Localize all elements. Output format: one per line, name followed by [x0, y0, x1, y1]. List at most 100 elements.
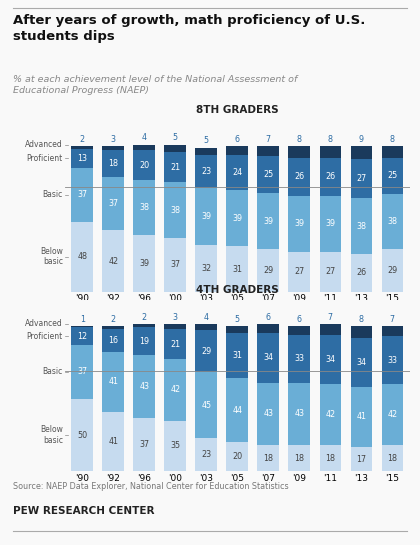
- Text: 20: 20: [232, 452, 242, 462]
- Text: 43: 43: [139, 382, 149, 391]
- Bar: [382, 158, 403, 194]
- Bar: [351, 447, 372, 471]
- Bar: [102, 352, 124, 412]
- Bar: [134, 144, 155, 150]
- Text: 8: 8: [390, 135, 395, 144]
- Text: Below
basic: Below basic: [40, 247, 63, 267]
- Text: 29: 29: [387, 266, 398, 275]
- Text: Proficient: Proficient: [27, 331, 63, 341]
- Bar: [71, 149, 93, 168]
- Text: 39: 39: [139, 259, 149, 268]
- Bar: [257, 445, 279, 471]
- Bar: [320, 146, 341, 158]
- Bar: [226, 155, 248, 190]
- Bar: [289, 196, 310, 252]
- Bar: [164, 144, 186, 152]
- Text: 12: 12: [77, 331, 87, 341]
- Bar: [195, 245, 217, 292]
- Text: 9: 9: [359, 135, 364, 144]
- Text: 37: 37: [108, 199, 118, 208]
- Bar: [257, 383, 279, 445]
- Text: 41: 41: [108, 378, 118, 386]
- Text: 42: 42: [387, 410, 397, 419]
- Bar: [257, 192, 279, 250]
- Text: 27: 27: [325, 268, 336, 276]
- Bar: [226, 443, 248, 471]
- Text: 37: 37: [139, 440, 149, 449]
- Text: 44: 44: [232, 406, 242, 415]
- Text: Proficient: Proficient: [27, 154, 63, 163]
- Text: 2: 2: [110, 315, 116, 324]
- Bar: [289, 445, 310, 471]
- Text: Source: NAEP Data Explorer, National Center for Education Statistics: Source: NAEP Data Explorer, National Cen…: [13, 482, 288, 492]
- Bar: [164, 359, 186, 421]
- Text: 4: 4: [142, 134, 147, 142]
- Text: 3: 3: [111, 135, 116, 144]
- Text: PEW RESEARCH CENTER: PEW RESEARCH CENTER: [13, 506, 154, 516]
- Text: Advanced: Advanced: [25, 319, 63, 328]
- Bar: [195, 330, 217, 372]
- Text: 35: 35: [170, 441, 180, 451]
- Text: 39: 39: [201, 212, 211, 221]
- Bar: [320, 196, 341, 252]
- Text: 34: 34: [326, 355, 336, 364]
- Text: 5: 5: [204, 136, 209, 146]
- Text: 33: 33: [387, 356, 397, 365]
- Text: 39: 39: [232, 214, 242, 222]
- Text: 7: 7: [328, 313, 333, 322]
- Bar: [320, 445, 341, 471]
- Bar: [195, 324, 217, 330]
- Bar: [71, 399, 93, 471]
- Text: 2: 2: [142, 313, 147, 322]
- Text: 23: 23: [201, 167, 211, 176]
- Text: 38: 38: [170, 205, 180, 215]
- Text: 7: 7: [266, 135, 271, 144]
- Bar: [320, 158, 341, 196]
- Bar: [289, 335, 310, 383]
- Text: 26: 26: [294, 172, 304, 181]
- Bar: [289, 383, 310, 445]
- Text: 5: 5: [173, 134, 178, 142]
- Bar: [382, 146, 403, 158]
- Bar: [226, 146, 248, 155]
- Bar: [289, 252, 310, 292]
- Bar: [164, 324, 186, 329]
- Bar: [320, 335, 341, 384]
- Text: 27: 27: [356, 174, 367, 183]
- Bar: [320, 384, 341, 445]
- Text: 18: 18: [294, 454, 304, 463]
- Text: 39: 39: [294, 220, 304, 228]
- Text: Below
basic: Below basic: [40, 425, 63, 445]
- Bar: [71, 328, 93, 345]
- Bar: [134, 355, 155, 417]
- Bar: [351, 387, 372, 447]
- Text: 42: 42: [108, 257, 118, 265]
- Text: 18: 18: [263, 454, 273, 463]
- Bar: [102, 329, 124, 352]
- Text: 21: 21: [170, 163, 180, 172]
- Bar: [71, 326, 93, 328]
- Title: 8TH GRADERS: 8TH GRADERS: [196, 105, 278, 115]
- Text: 26: 26: [356, 268, 367, 277]
- Text: 38: 38: [139, 203, 149, 211]
- Text: 27: 27: [294, 268, 304, 276]
- Text: 29: 29: [263, 266, 273, 275]
- Text: 37: 37: [170, 260, 180, 269]
- Bar: [102, 146, 124, 150]
- Bar: [134, 179, 155, 235]
- Text: After years of growth, math proficiency of U.S.
students dips: After years of growth, math proficiency …: [13, 14, 365, 43]
- Text: 13: 13: [77, 154, 87, 163]
- Text: 41: 41: [108, 437, 118, 446]
- Bar: [257, 156, 279, 192]
- Bar: [71, 345, 93, 399]
- Bar: [382, 384, 403, 445]
- Bar: [134, 150, 155, 179]
- Text: 34: 34: [357, 358, 366, 367]
- Bar: [226, 378, 248, 443]
- Text: 37: 37: [77, 190, 87, 199]
- Text: 48: 48: [77, 252, 87, 261]
- Text: 26: 26: [326, 172, 336, 181]
- Bar: [102, 231, 124, 292]
- Text: 43: 43: [263, 409, 273, 419]
- Bar: [351, 337, 372, 387]
